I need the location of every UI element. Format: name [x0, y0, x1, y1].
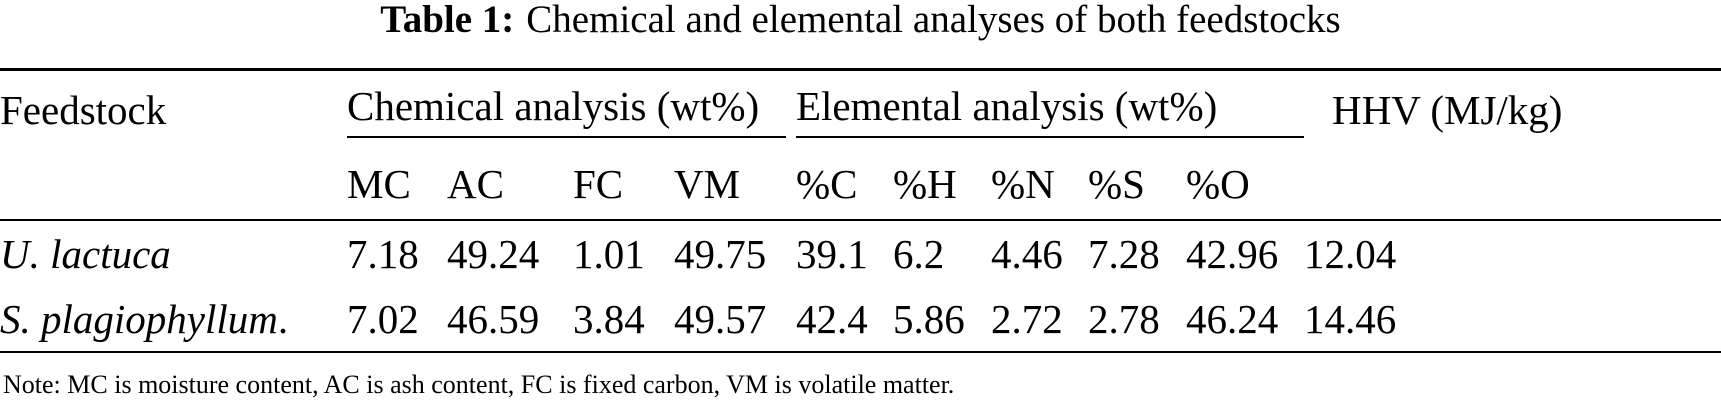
feedstock-name: S. plagiophyllum — [0, 295, 278, 342]
header-chemical-analysis-label: Chemical analysis (wt%) — [347, 82, 786, 138]
value-c: 39.1 — [796, 230, 868, 277]
subheader-mc: MC — [347, 149, 447, 221]
subheader-hhv-blank — [1304, 149, 1721, 221]
analysis-table: Feedstock Chemical analysis (wt%) Elemen… — [0, 68, 1721, 353]
table-caption: Table 1: Chemical and elemental analyses … — [0, 0, 1721, 40]
value-vm: 49.75 — [674, 230, 767, 277]
table-row: U. lactuca 7.18 49.24 1.01 49.75 39.1 6.… — [0, 220, 1721, 286]
subheader-h: %H — [893, 149, 991, 221]
value-fc: 3.84 — [573, 286, 674, 353]
subheader-fc: FC — [573, 149, 674, 221]
value-mc: 7.18 — [347, 230, 419, 277]
feedstock-name: U. lactuca — [0, 230, 171, 277]
header-elemental-analysis: Elemental analysis (wt%) — [796, 68, 1304, 149]
value-hhv: 14.46 — [1304, 286, 1721, 353]
value-n: 4.46 — [991, 230, 1063, 277]
value-c: 42.4 — [796, 286, 893, 353]
value-o: 46.24 — [1186, 286, 1304, 353]
subheader-c: %C — [796, 149, 893, 221]
value-s: 7.28 — [1088, 230, 1160, 277]
value-n: 2.72 — [991, 286, 1088, 353]
feedstock-name-cell: S. plagiophyllum. — [0, 286, 347, 353]
value-o: 42.96 — [1186, 230, 1279, 277]
subheader-row: MC AC FC VM %C %H %N %S %O — [0, 149, 1721, 221]
value-mc: 7.02 — [347, 286, 447, 353]
feedstock-name-suffix: . — [277, 295, 289, 342]
subheader-vm: VM — [674, 149, 796, 221]
header-row: Feedstock Chemical analysis (wt%) Elemen… — [0, 68, 1721, 149]
table-note: Note: MC is moisture content, AC is ash … — [3, 370, 955, 399]
header-hhv: HHV (MJ/kg) — [1304, 68, 1721, 149]
caption-text: Chemical and elemental analyses of both … — [526, 0, 1341, 41]
header-chemical-analysis: Chemical analysis (wt%) — [347, 68, 796, 149]
value-fc: 1.01 — [573, 230, 645, 277]
value-ac: 46.59 — [447, 286, 573, 353]
value-hhv: 12.04 — [1304, 230, 1397, 277]
subheader-o: %O — [1186, 149, 1304, 221]
header-elemental-analysis-label: Elemental analysis (wt%) — [796, 82, 1304, 138]
subheader-ac: AC — [447, 149, 573, 221]
value-s: 2.78 — [1088, 286, 1186, 353]
value-h: 6.2 — [893, 230, 945, 277]
header-feedstock: Feedstock — [0, 68, 347, 149]
value-ac: 49.24 — [447, 230, 540, 277]
value-h: 5.86 — [893, 286, 991, 353]
subheader-s: %S — [1088, 149, 1186, 221]
value-vm: 49.57 — [674, 286, 796, 353]
subheader-blank — [0, 149, 347, 221]
subheader-n: %N — [991, 149, 1088, 221]
table-row: S. plagiophyllum. 7.02 46.59 3.84 49.57 … — [0, 286, 1721, 353]
caption-label: Table 1: — [380, 0, 515, 41]
